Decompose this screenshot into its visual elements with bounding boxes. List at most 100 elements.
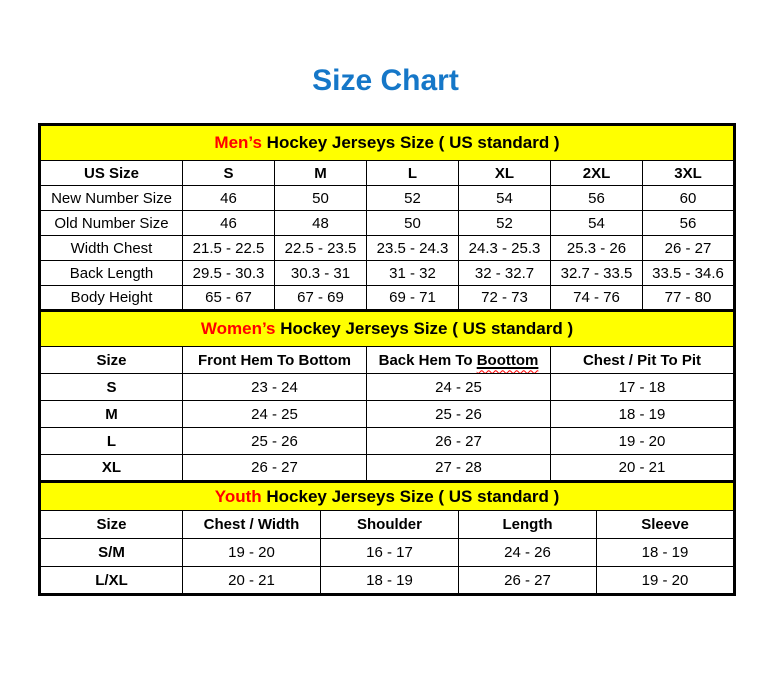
youth-col-header: Shoulder [320,510,459,539]
mens-col-header: 2XL [550,160,643,186]
size-value: 20 - 21 [549,454,736,482]
size-value: 32.7 - 33.5 [550,260,643,286]
row-label: Width Chest [39,235,183,261]
mens-col-header: M [274,160,367,186]
size-value: 26 - 27 [182,454,367,482]
header-text-prefix: Back Hem To [378,351,477,369]
youth-row-l-xl: L/XL 20 - 21 18 - 19 26 - 27 19 - 20 [39,566,736,595]
size-value: 33.5 - 34.6 [642,260,735,286]
womens-col-header: Chest / Pit To Pit [549,346,736,374]
youth-section-heading: Youth Hockey Jerseys Size ( US standard … [38,481,736,511]
size-value: 46 [182,210,275,236]
womens-col-header: Size [39,346,183,374]
size-value: 24 - 26 [458,538,597,567]
mens-heading-row: Men’s Hockey Jerseys Size ( US standard … [39,124,735,161]
mens-col-header: S [182,160,275,186]
size-value: 26 - 27 [366,427,551,455]
row-label: Back Length [39,260,183,286]
row-label: L [39,427,183,455]
size-value: 23.5 - 24.3 [366,235,459,261]
row-label: New Number Size [39,185,183,211]
size-value: 26 - 27 [642,235,735,261]
size-value: 20 - 21 [182,566,321,595]
mens-heading-accent: Men’s [214,133,262,152]
mens-column-header-row: US Size S M L XL 2XL 3XL [39,160,735,186]
youth-col-header: Size [39,510,183,539]
womens-row-m: M 24 - 25 25 - 26 18 - 19 [39,400,736,428]
youth-size-table: Youth Hockey Jerseys Size ( US standard … [38,480,737,596]
mens-section-heading: Men’s Hockey Jerseys Size ( US standard … [39,124,735,161]
womens-row-l: L 25 - 26 26 - 27 19 - 20 [39,427,736,455]
mens-heading-text: Hockey Jerseys Size ( US standard ) [261,133,560,152]
size-value: 31 - 32 [366,260,459,286]
size-value: 54 [550,210,643,236]
youth-row-s-m: S/M 19 - 20 16 - 17 24 - 26 18 - 19 [39,538,736,567]
underlined-word: Boottom [477,352,539,369]
size-value: 27 - 28 [366,454,551,482]
size-value: 24 - 25 [182,400,367,428]
size-value: 30.3 - 31 [274,260,367,286]
womens-heading-text: Hockey Jerseys Size ( US standard ) [275,319,574,338]
mens-col-header: US Size [39,160,183,186]
size-value: 60 [642,185,735,211]
mens-col-header: XL [458,160,551,186]
size-value: 26 - 27 [458,566,597,595]
size-value: 17 - 18 [549,373,736,401]
size-value: 74 - 76 [550,285,643,311]
page-title: Size Chart [312,64,459,97]
row-label: S/M [39,538,183,567]
youth-heading-text: Hockey Jerseys Size ( US standard ) [261,486,560,506]
row-label: L/XL [39,566,183,595]
size-value: 19 - 20 [595,566,736,595]
womens-size-table: Women’s Hockey Jerseys Size ( US standar… [38,309,737,483]
size-value: 24.3 - 25.3 [458,235,551,261]
womens-heading-row: Women’s Hockey Jerseys Size ( US standar… [38,310,736,347]
size-value: 25.3 - 26 [550,235,643,261]
youth-col-header: Length [458,510,597,539]
size-value: 56 [642,210,735,236]
mens-col-header: L [366,160,459,186]
size-value: 65 - 67 [182,285,275,311]
size-value: 25 - 26 [366,400,551,428]
size-value: 50 [274,185,367,211]
size-value: 23 - 24 [182,373,367,401]
row-label: M [39,400,183,428]
size-value: 56 [550,185,643,211]
mens-row-new-number-size: New Number Size 46 50 52 54 56 60 [39,185,735,211]
size-value: 50 [366,210,459,236]
size-value: 25 - 26 [182,427,367,455]
size-value: 67 - 69 [274,285,367,311]
womens-section-heading: Women’s Hockey Jerseys Size ( US standar… [38,310,736,347]
size-value: 69 - 71 [366,285,459,311]
youth-column-header-row: Size Chest / Width Shoulder Length Sleeve [39,510,736,539]
mens-row-body-height: Body Height 65 - 67 67 - 69 69 - 71 72 - 73 7… [39,285,735,311]
size-value: 72 - 73 [458,285,551,311]
youth-heading-row: Youth Hockey Jerseys Size ( US standard … [38,481,736,511]
mens-row-old-number-size: Old Number Size 46 48 50 52 54 56 [39,210,735,236]
size-value: 32 - 32.7 [458,260,551,286]
size-value: 29.5 - 30.3 [182,260,275,286]
womens-col-header: Back Hem To Boottom [366,346,551,374]
size-value: 52 [366,185,459,211]
size-value: 21.5 - 22.5 [182,235,275,261]
misspelled-word: Boottom [476,351,539,369]
row-label: XL [39,454,183,482]
row-label: Body Height [39,285,183,311]
size-value: 48 [274,210,367,236]
womens-col-header: Front Hem To Bottom [182,346,367,374]
size-value: 52 [458,210,551,236]
womens-row-s: S 23 - 24 24 - 25 17 - 18 [39,373,736,401]
size-value: 18 - 19 [320,566,459,595]
size-value: 77 - 80 [642,285,735,311]
youth-col-header: Sleeve [595,510,736,539]
mens-row-back-length: Back Length 29.5 - 30.3 30.3 - 31 31 - 32 32… [39,260,735,286]
size-tables-container: Men’s Hockey Jerseys Size ( US standard … [38,123,737,596]
size-value: 22.5 - 23.5 [274,235,367,261]
mens-col-header: 3XL [642,160,735,186]
mens-row-width-chest: Width Chest 21.5 - 22.5 22.5 - 23.5 23.5 - … [39,235,735,261]
youth-heading-accent: Youth [214,486,262,506]
size-value: 54 [458,185,551,211]
size-value: 46 [182,185,275,211]
size-value: 16 - 17 [320,538,459,567]
